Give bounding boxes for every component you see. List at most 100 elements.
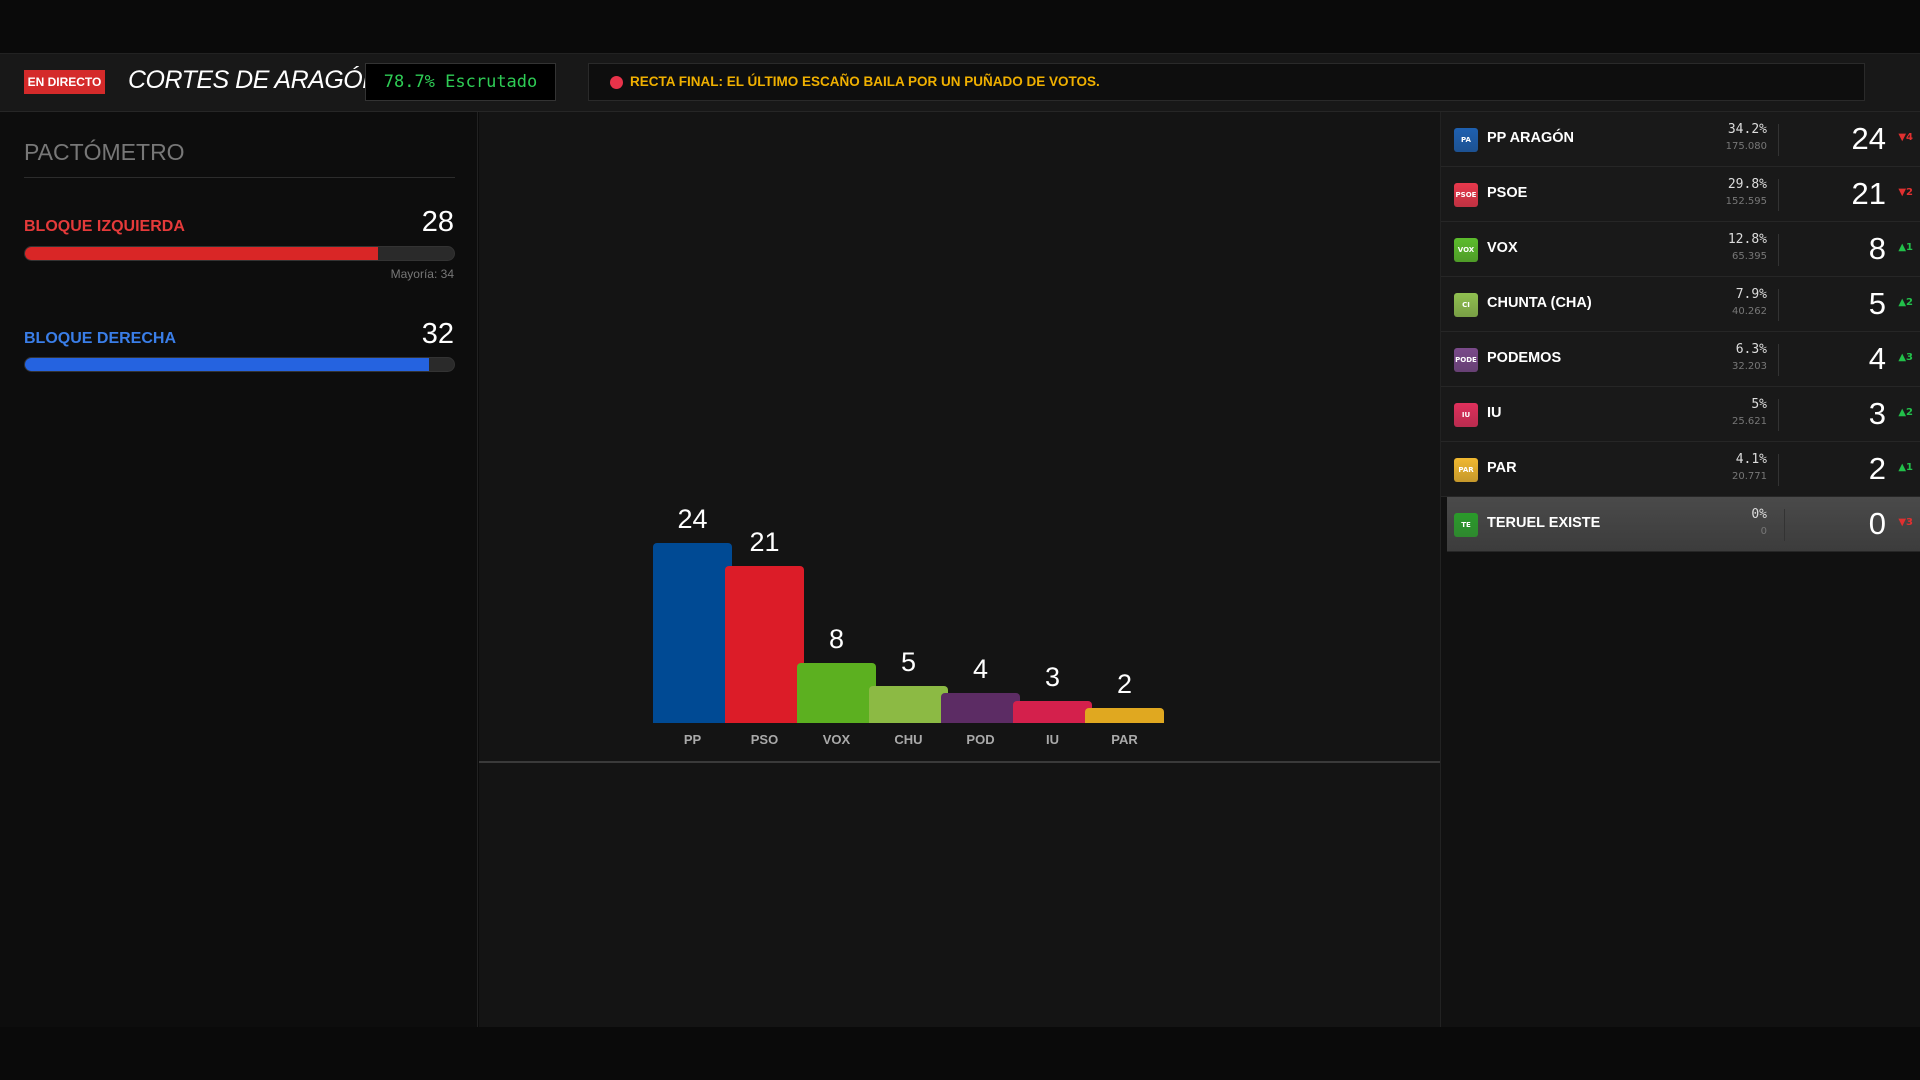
bar-category-label: IU [1046,732,1059,747]
chart-panel: 24 PP 21 PSO 8 VOX 5 CHU 4 POD 3 IU 2 PAR [479,112,1440,1027]
pactometro-panel: PACTÓMETRO BLOQUE IZQUIERDA 28 Mayoría: … [0,112,478,1027]
bar-value-label: 21 [749,526,780,557]
arrow-up-icon: ▲1 [1898,462,1913,473]
arrow-up-icon: ▲2 [1898,407,1913,418]
divider [1778,344,1779,376]
arrow-down-icon: ▼4 [1898,132,1913,143]
divider [1778,124,1779,156]
header: EN DIRECTO CORTES DE ARAGÓN 78.7% Escrut… [0,53,1920,112]
party-row[interactable]: IU IU 5% 25.621 3 ▲2 [1441,387,1920,442]
party-row[interactable]: PODE PODEMOS 6.3% 32.203 4 ▲3 [1441,332,1920,387]
arrow-down-icon: ▼2 [1898,187,1913,198]
bar-value-label: 5 [900,646,917,677]
block-left-seats: 28 [421,206,454,238]
bar-value-label: 8 [828,624,845,654]
party-vote-percent: 6.3% [1735,342,1767,357]
bar-category-label: POD [966,732,995,747]
top-band [0,0,1920,53]
party-seats: 2 [1868,451,1886,486]
bar-iu [1013,700,1092,723]
party-vote-percent: 12.8% [1727,232,1767,247]
bar-pp [653,543,732,723]
divider [1778,399,1779,431]
escrutado-indicator: 78.7% Escrutado [365,63,556,101]
party-vote-percent: 0% [1751,507,1767,522]
block-right-label: BLOQUE DERECHA [24,330,177,347]
party-vote-count: 32.203 [1732,361,1767,372]
party-name: IU [1487,405,1502,421]
party-seats: 4 [1868,341,1886,376]
party-seats: 8 [1868,231,1886,266]
party-seats: 24 [1851,121,1886,156]
party-logo-icon: PSOE [1454,183,1478,207]
party-seats: 0 [1868,506,1886,541]
party-vote-count: 175.080 [1725,141,1767,152]
party-vote-percent: 29.8% [1727,177,1767,192]
bar-category-label: VOX [822,732,851,747]
party-logo-icon: CI [1454,293,1478,317]
party-name: PAR [1487,460,1517,476]
bar-category-label: PP [683,732,702,747]
arrow-up-icon: ▲2 [1898,297,1913,308]
party-vote-count: 0 [1760,526,1767,537]
party-name: CHUNTA (CHA) [1487,295,1592,311]
party-row[interactable]: PSOE PSOE 29.8% 152.595 21 ▼2 [1441,167,1920,222]
bar-vox [797,663,876,723]
bar-pso [725,565,804,723]
party-name: PODEMOS [1487,350,1562,366]
party-name: PSOE [1487,185,1528,201]
divider [24,177,455,178]
block-right-bar [24,357,455,372]
party-row[interactable]: VOX VOX 12.8% 65.395 8 ▲1 [1441,222,1920,277]
bar-pod [941,693,1020,723]
party-logo-icon: PAR [1454,458,1478,482]
party-row[interactable]: PA PP ARAGÓN 34.2% 175.080 24 ▼4 [1441,112,1920,167]
arrow-up-icon: ▲3 [1898,352,1913,363]
party-vote-percent: 7.9% [1735,287,1767,302]
seats-bar-chart: 24 PP 21 PSO 8 VOX 5 CHU 4 POD 3 IU 2 PAR [479,112,1440,763]
block-left-label: BLOQUE IZQUIERDA [24,218,185,235]
news-ticker: RECTA FINAL: EL ÚLTIMO ESCAÑO BAILA POR … [588,63,1865,101]
divider [1778,454,1779,486]
party-row[interactable]: PAR PAR 4.1% 20.771 2 ▲1 [1441,442,1920,497]
party-logo-icon: TE [1454,513,1478,537]
arrow-up-icon: ▲1 [1898,242,1913,253]
live-badge: EN DIRECTO [24,70,105,94]
bar-category-label: CHU [894,732,923,747]
majority-label: Mayoría: 34 [390,267,454,281]
arrow-down-icon: ▼3 [1898,517,1913,528]
block-left-bar [24,246,455,261]
party-logo-icon: IU [1454,403,1478,427]
bar-chu [869,685,948,723]
bar-category-label: PAR [1111,732,1138,747]
live-dot-icon [610,76,623,89]
party-vote-percent: 4.1% [1735,452,1767,467]
party-vote-percent: 5% [1751,397,1767,412]
bar-category-label: PSO [750,732,779,747]
party-vote-count: 40.262 [1732,306,1767,317]
divider [1778,234,1779,266]
party-results-list: PA PP ARAGÓN 34.2% 175.080 24 ▼4 PSOE PSO… [1440,112,1920,1027]
bar-par [1085,708,1164,723]
divider [1784,509,1785,541]
bar-value-label: 4 [972,654,989,684]
party-name: VOX [1487,240,1518,256]
pactometro-title: PACTÓMETRO [24,139,185,165]
party-name: TERUEL EXISTE [1487,515,1601,531]
block-right-seats: 32 [421,318,454,350]
party-vote-count: 25.621 [1732,416,1767,427]
party-vote-percent: 34.2% [1727,122,1767,137]
block-left-fill [25,247,379,260]
ticker-text: RECTA FINAL: EL ÚLTIMO ESCAÑO BAILA POR … [630,74,1100,89]
divider [1778,179,1779,211]
divider [1778,289,1779,321]
party-row[interactable]: CI CHUNTA (CHA) 7.9% 40.262 5 ▲2 [1441,277,1920,332]
page-title: CORTES DE ARAGÓN [128,66,380,94]
party-seats: 5 [1868,286,1886,321]
bar-value-label: 2 [1116,669,1133,699]
party-row[interactable]: TE TERUEL EXISTE 0% 0 0 ▼3 [1447,497,1920,552]
party-vote-count: 152.595 [1725,196,1767,207]
party-seats: 21 [1851,176,1886,211]
party-logo-icon: PA [1454,128,1478,152]
bottom-band [0,1027,1920,1080]
